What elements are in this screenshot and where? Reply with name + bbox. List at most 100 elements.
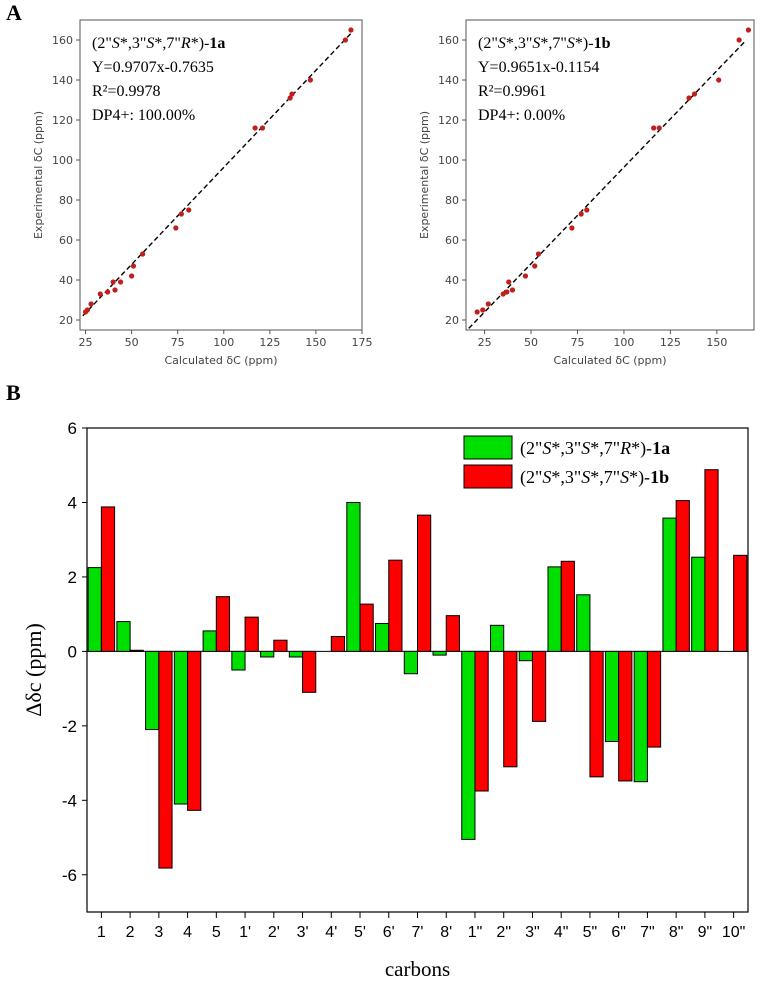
x-axis-label: Calculated δC (ppm) bbox=[553, 354, 666, 367]
scatter-panel-1b: 25 50 75 100 125 150 20 40 60 80 100 120 140 160 Calcu… bbox=[418, 19, 755, 367]
fit-line bbox=[468, 41, 746, 329]
data-point bbox=[307, 77, 313, 83]
fit-equation: Y=0.9707x-0.7635 bbox=[92, 59, 214, 76]
x-tick-label: 8' bbox=[440, 924, 452, 941]
bar-1b bbox=[675, 500, 690, 652]
x-tick-label: 25 bbox=[478, 336, 492, 349]
bar-1b bbox=[100, 506, 116, 652]
bar-1a bbox=[403, 650, 418, 675]
x-tick-label: 9" bbox=[698, 924, 713, 941]
bar-1b bbox=[503, 650, 518, 768]
bar-1a bbox=[576, 594, 591, 652]
bar-1a bbox=[461, 650, 476, 840]
data-point bbox=[97, 291, 103, 297]
bar-1b bbox=[531, 650, 547, 722]
x-tick-label: 6' bbox=[383, 924, 395, 941]
y-tick-label: 0 bbox=[68, 642, 77, 661]
bar-1a bbox=[604, 650, 620, 742]
bar-1b bbox=[560, 560, 575, 652]
compound-label: (2"S*,3"S*,7"R*)-1a bbox=[92, 35, 225, 52]
x-tick-label: 7' bbox=[412, 924, 424, 941]
data-point bbox=[691, 91, 698, 97]
x-tick-label: 75 bbox=[570, 336, 584, 349]
x-tick-label: 175 bbox=[352, 336, 373, 349]
y-tick-label: 120 bbox=[52, 114, 73, 127]
x-tick-label: 75 bbox=[171, 336, 185, 349]
data-point bbox=[342, 37, 349, 43]
x-tick-label: 3 bbox=[154, 924, 163, 941]
data-point bbox=[686, 95, 692, 101]
dp4-value: DP4+: 0.00% bbox=[478, 107, 565, 124]
y-tick-label: 160 bbox=[52, 34, 73, 47]
bar-1b bbox=[302, 650, 317, 693]
data-point bbox=[88, 301, 94, 307]
dp4-value: DP4+: 100.00% bbox=[92, 107, 195, 124]
data-point bbox=[259, 125, 266, 131]
compound-label: (2"S*,3"S*,7"S*)-1b bbox=[478, 35, 611, 52]
data-point bbox=[84, 307, 90, 313]
x-tick-label: 2" bbox=[496, 924, 511, 941]
x-tick-label: 4" bbox=[554, 924, 569, 941]
data-point bbox=[186, 207, 192, 213]
panel-b-label: B bbox=[6, 380, 21, 405]
data-point bbox=[173, 225, 179, 231]
x-tick-label: 8" bbox=[669, 924, 684, 941]
bar-1b bbox=[646, 650, 662, 748]
data-point bbox=[130, 263, 137, 269]
x-axis-label: Calculated δC (ppm) bbox=[164, 354, 277, 367]
data-point bbox=[506, 279, 512, 285]
legend-label-1b: (2"S*,3"S*,7"S*)-1b bbox=[520, 467, 669, 488]
r-squared: R²=0.9961 bbox=[478, 83, 547, 100]
data-point bbox=[716, 77, 722, 83]
data-point bbox=[578, 211, 584, 217]
y-tick-label: 80 bbox=[59, 194, 73, 207]
x-tick-label: 5 bbox=[212, 924, 221, 941]
y-tick-label: 160 bbox=[438, 34, 459, 47]
bar-1b bbox=[187, 650, 202, 811]
y-tick-label: -4 bbox=[62, 791, 77, 810]
y-tick-label: 100 bbox=[438, 154, 459, 167]
bar-1b bbox=[417, 514, 432, 652]
y-tick-label: 60 bbox=[445, 234, 459, 247]
data-point bbox=[110, 279, 116, 285]
bar-1b bbox=[273, 639, 288, 652]
data-point bbox=[289, 91, 295, 97]
bar-1a bbox=[633, 650, 648, 783]
bar-1b bbox=[733, 554, 748, 652]
legend-label-1a: (2"S*,3"S*,7"R*)-1a bbox=[520, 438, 670, 459]
x-tick-label: 50 bbox=[524, 336, 538, 349]
panel-a-label: A bbox=[6, 0, 22, 25]
data-point bbox=[117, 279, 124, 285]
r-squared: R²=0.9978 bbox=[92, 83, 161, 100]
x-tick-label: 25 bbox=[79, 336, 93, 349]
x-tick-label: 1 bbox=[97, 924, 106, 941]
data-point bbox=[504, 289, 510, 295]
data-point bbox=[178, 211, 184, 217]
plot-frame bbox=[79, 19, 363, 331]
data-point bbox=[287, 95, 293, 101]
bar-1a bbox=[87, 567, 102, 652]
bar-chart-delta: -6 -4 -2 0 2 4 6 1 2 3 4 5 1' 2' 3' 4' 5' 6' 7' 8' 1" 2" 3" 4" 5… bbox=[21, 419, 749, 981]
bar-1a bbox=[547, 566, 562, 652]
bar-1a bbox=[202, 630, 217, 652]
data-point bbox=[509, 287, 516, 293]
y-tick-label: 140 bbox=[438, 74, 459, 87]
x-tick-label: 5' bbox=[354, 924, 366, 941]
x-tick-label: 3" bbox=[525, 924, 540, 941]
bar-1b bbox=[359, 603, 374, 652]
data-point bbox=[651, 125, 657, 131]
y-tick-label: 120 bbox=[438, 114, 459, 127]
bar-1b bbox=[618, 650, 633, 782]
y-tick-label: 80 bbox=[445, 194, 459, 207]
bar-1a bbox=[288, 650, 304, 658]
plot-frame bbox=[465, 19, 755, 331]
data-point bbox=[569, 225, 575, 231]
bar-1a bbox=[518, 650, 533, 662]
y-tick-label: 60 bbox=[59, 234, 73, 247]
x-tick-label: 4' bbox=[325, 924, 337, 941]
x-tick-label: 150 bbox=[305, 336, 326, 349]
x-tick-label: 100 bbox=[213, 336, 234, 349]
y-axis-label: Δδc (ppm) bbox=[21, 623, 46, 717]
data-point bbox=[584, 207, 590, 213]
x-tick-label: 4 bbox=[183, 924, 192, 941]
